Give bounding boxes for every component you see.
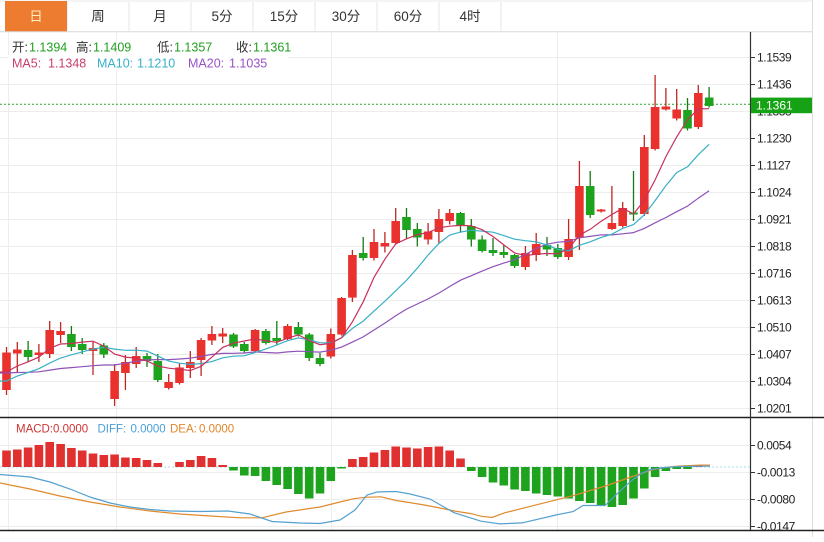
svg-text:1.0510: 1.0510	[757, 321, 792, 335]
svg-text:1.1361: 1.1361	[756, 99, 793, 113]
svg-text:1.0716: 1.0716	[757, 267, 792, 281]
svg-text:60分: 60分	[394, 9, 423, 24]
svg-text:日: 日	[29, 9, 43, 24]
svg-text:0.0000: 0.0000	[53, 424, 88, 436]
svg-text:15分: 15分	[270, 9, 299, 24]
svg-text:1.1127: 1.1127	[757, 159, 791, 173]
svg-text:1.0818: 1.0818	[757, 240, 792, 254]
svg-text:高:: 高:	[76, 40, 92, 55]
svg-text:1.0921: 1.0921	[757, 213, 792, 227]
svg-text:-0.0013: -0.0013	[757, 466, 796, 480]
svg-text:1.0304: 1.0304	[757, 375, 792, 389]
svg-text:1.1230: 1.1230	[757, 132, 792, 146]
svg-text:1.1436: 1.1436	[757, 78, 792, 92]
svg-text:DEA:: DEA:	[170, 424, 197, 436]
svg-text:MA5:: MA5:	[12, 57, 41, 71]
svg-text:低:: 低:	[157, 41, 173, 55]
svg-text:1.1357: 1.1357	[174, 41, 212, 55]
svg-text:MA20:: MA20:	[188, 57, 224, 71]
svg-text:周: 周	[91, 9, 105, 24]
svg-text:1.1394: 1.1394	[29, 41, 67, 55]
svg-text:1.0613: 1.0613	[757, 294, 792, 308]
svg-text:0.0000: 0.0000	[131, 424, 166, 436]
svg-text:-0.0147: -0.0147	[757, 520, 796, 534]
svg-text:MACD:: MACD:	[16, 424, 53, 436]
svg-text:4时: 4时	[459, 9, 480, 24]
svg-text:1.1539: 1.1539	[757, 51, 792, 65]
svg-text:-0.0080: -0.0080	[757, 493, 796, 507]
svg-text:1.0201: 1.0201	[757, 402, 792, 416]
svg-text:开:: 开:	[12, 41, 28, 55]
svg-text:DIFF:: DIFF:	[98, 424, 127, 436]
svg-text:1.1409: 1.1409	[93, 41, 131, 55]
svg-text:0.0054: 0.0054	[757, 439, 792, 453]
svg-text:1.1348: 1.1348	[48, 57, 86, 71]
svg-text:月: 月	[153, 9, 167, 24]
svg-text:1.1361: 1.1361	[253, 41, 291, 55]
svg-text:5分: 5分	[211, 9, 232, 24]
svg-text:1.1024: 1.1024	[757, 186, 792, 200]
svg-text:MA10:: MA10:	[97, 57, 133, 71]
svg-text:收:: 收:	[236, 41, 252, 55]
svg-text:1.1035: 1.1035	[229, 57, 267, 71]
svg-text:30分: 30分	[332, 9, 361, 24]
svg-text:1.0407: 1.0407	[757, 348, 792, 362]
svg-text:0.0000: 0.0000	[199, 424, 234, 436]
svg-text:1.1210: 1.1210	[137, 57, 175, 71]
